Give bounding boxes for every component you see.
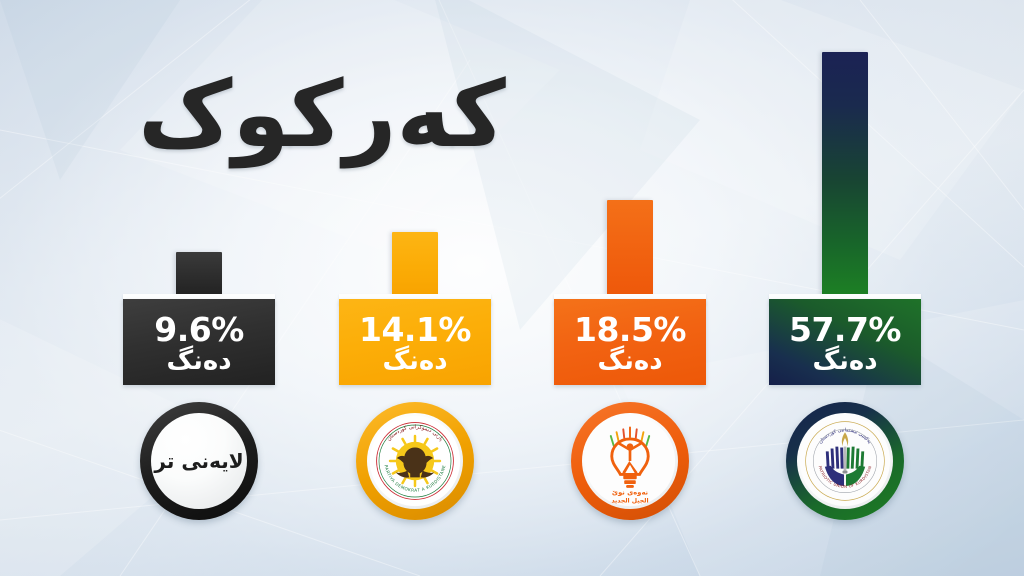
party-logo-1[interactable]: لایەنی تر [140, 402, 258, 520]
bar-2 [392, 232, 438, 296]
puk-emblem-icon: یەکێتیی نیشتمانیی کوردستان PATRIOTIC UNI… [799, 415, 891, 507]
logo-disc-3: نەوەی نوێ الجيل الجديد [582, 413, 678, 509]
bar-1 [176, 252, 222, 296]
party-logo-3[interactable]: نەوەی نوێ الجيل الجديد [571, 402, 689, 520]
page-title: کەرکوک [138, 61, 507, 168]
result-column-1[interactable]: 9.6% دەنگ لایەنی تر [104, 0, 294, 576]
percent-value-2: 14.1% [359, 309, 472, 349]
result-column-2[interactable]: 14.1% دەنگ [320, 0, 510, 576]
party-logo-2[interactable]: پارتی دیموکراتی کوردستان PARTIYA DEMOKRA… [356, 402, 474, 520]
votes-label-4: دەنگ [812, 346, 878, 377]
result-label-box-4: 57.7% دەنگ [769, 299, 921, 385]
result-column-4[interactable]: 57.7% دەنگ [750, 0, 940, 576]
new-generation-emblem-icon: نەوەی نوێ الجيل الجديد [584, 415, 676, 507]
votes-label-3: دەنگ [597, 346, 663, 377]
votes-label-1: دەنگ [166, 346, 232, 377]
party-logo-4[interactable]: یەکێتیی نیشتمانیی کوردستان PATRIOTIC UNI… [786, 402, 904, 520]
result-label-box-1: 9.6% دەنگ [123, 299, 275, 385]
bar-4 [822, 52, 868, 296]
kdp-emblem-icon: پارتی دیموکراتی کوردستان PARTIYA DEMOKRA… [369, 415, 461, 507]
percent-value-3: 18.5% [574, 309, 687, 349]
bar-3 [607, 200, 653, 296]
logo-disc-1: لایەنی تر [151, 413, 247, 509]
result-label-box-2: 14.1% دەنگ [339, 299, 491, 385]
logo-text-1: لایەنی تر [154, 449, 244, 473]
logo-disc-4: یەکێتیی نیشتمانیی کوردستان PATRIOTIC UNI… [797, 413, 893, 509]
result-label-box-3: 18.5% دەنگ [554, 299, 706, 385]
result-column-3[interactable]: 18.5% دەنگ [535, 0, 725, 576]
percent-value-4: 57.7% [789, 309, 902, 349]
percent-value-1: 9.6% [154, 309, 244, 349]
svg-text:نەوەی نوێ: نەوەی نوێ [612, 489, 648, 497]
svg-text:الجيل الجديد: الجيل الجديد [611, 497, 648, 504]
votes-label-2: دەنگ [382, 346, 448, 377]
logo-disc-2: پارتی دیموکراتی کوردستان PARTIYA DEMOKRA… [367, 413, 463, 509]
